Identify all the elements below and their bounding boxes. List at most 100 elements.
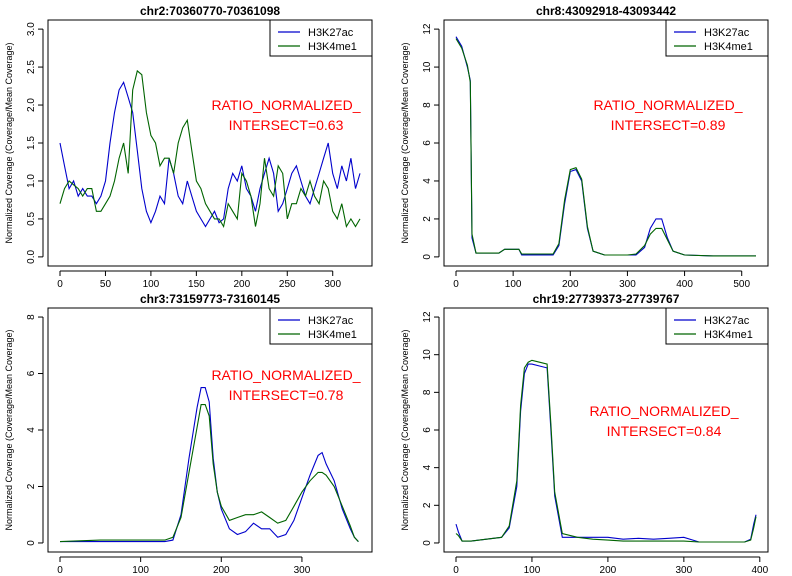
y-axis-label: Normalized Coverage (Coverage/Mean Cover…	[4, 329, 14, 530]
y-axis-label: Normalized Coverage (Coverage/Mean Cover…	[4, 42, 14, 243]
x-axis: 0 100 200 300 400 500	[453, 270, 750, 290]
x-tick-label: 100	[505, 279, 522, 290]
legend-label: H3K27ac	[704, 27, 750, 39]
chart-title: chr8:43092918-43093442	[536, 4, 676, 18]
y-tick-label: 3.0	[26, 22, 37, 36]
y-tick-label: 1.5	[26, 136, 37, 150]
ratio-annotation: INTERSECT=0.89	[611, 117, 726, 133]
y-tick-label: 8	[422, 389, 433, 395]
legend-box	[665, 19, 769, 57]
legend-label: H3K27ac	[308, 27, 354, 39]
y-tick-label: 2	[422, 502, 433, 508]
x-tick-label: 300	[676, 565, 693, 576]
chart-title: chr19:27739373-27739767	[533, 292, 680, 306]
legend-label: H3K4me1	[308, 329, 357, 341]
legend-box	[665, 307, 769, 345]
legend-label: H3K27ac	[308, 315, 354, 327]
y-axis-label: Normalized Coverage (Coverage/Mean Cover…	[400, 42, 410, 243]
y-tick-label: 8	[422, 102, 433, 108]
x-tick-label: 0	[57, 565, 63, 576]
x-tick-label: 400	[676, 279, 693, 290]
ratio-annotation: RATIO_NORMALIZED_	[211, 97, 360, 113]
x-tick-label: 300	[294, 565, 311, 576]
series-line-h3k27ac	[59, 80, 361, 228]
y-tick-label: 0	[422, 254, 433, 260]
plot-frame	[443, 19, 769, 267]
y-tick-label: 0	[422, 540, 433, 546]
y-tick-label: 6	[422, 140, 433, 146]
ratio-annotation: INTERSECT=0.84	[607, 423, 722, 439]
series-line-h3k27ac	[455, 363, 757, 543]
x-tick-label: 200	[233, 279, 250, 290]
chart-panel-4: chr19:27739373-27739767 Normalized Covera…	[400, 292, 769, 576]
y-axis: 0.0 0.5 1.0 1.5 2.0 2.5 3.0	[26, 22, 44, 264]
chart-title: chr3:73159773-73160145	[140, 292, 280, 306]
series-line-h3k4me1	[455, 38, 756, 257]
y-tick-label: 0.5	[26, 212, 37, 226]
x-tick-label: 0	[453, 565, 459, 576]
y-tick-label: 6	[422, 427, 433, 433]
plot-frame	[47, 19, 373, 267]
series-line-h3k27ac	[60, 387, 359, 543]
x-tick-label: 200	[213, 565, 230, 576]
legend: H3K27ac H3K4me1	[269, 19, 373, 57]
y-tick-label: 4	[422, 464, 433, 470]
legend-box	[269, 19, 373, 57]
chart-panel-2: chr8:43092918-43093442 Normalized Coverag…	[400, 4, 769, 290]
x-axis: 0 100 200 300 400	[453, 556, 769, 576]
chart-title: chr2:70360770-70361098	[140, 4, 280, 18]
x-tick-label: 0	[57, 279, 63, 290]
y-tick-label: 0	[26, 540, 37, 546]
y-tick-label: 8	[26, 314, 37, 320]
y-axis-label: Normalized Coverage (Coverage/Mean Cover…	[400, 329, 410, 530]
legend: H3K27ac H3K4me1	[269, 307, 373, 345]
ratio-annotation: INTERSECT=0.78	[229, 387, 344, 403]
y-tick-label: 0.0	[26, 250, 37, 264]
y-tick-label: 6	[26, 370, 37, 376]
y-tick-label: 2	[422, 216, 433, 222]
y-axis: 0 2 4 6 8 10 12	[422, 311, 440, 546]
legend: H3K27ac H3K4me1	[665, 19, 769, 57]
x-tick-label: 200	[600, 565, 617, 576]
x-tick-label: 100	[143, 279, 160, 290]
x-axis: 0 100 200 300	[57, 556, 311, 576]
series-line-h3k27ac	[455, 36, 756, 257]
legend-label: H3K4me1	[704, 329, 753, 341]
y-tick-label: 4	[26, 427, 37, 433]
y-tick-label: 1.0	[26, 174, 37, 188]
plot-frame	[47, 307, 373, 553]
x-tick-label: 300	[619, 279, 636, 290]
legend-label: H3K4me1	[704, 41, 753, 53]
y-tick-label: 4	[422, 178, 433, 184]
series-line-h3k4me1	[59, 404, 359, 543]
y-tick-label: 10	[422, 61, 433, 73]
legend: H3K27ac H3K4me1	[665, 307, 769, 345]
y-tick-label: 10	[422, 349, 433, 361]
legend-box	[269, 307, 373, 345]
chart-panel-3: chr3:73159773-73160145 Normalized Coverag…	[4, 292, 373, 576]
x-tick-label: 300	[324, 279, 341, 290]
x-tick-label: 100	[132, 565, 149, 576]
series-line-h3k4me1	[59, 69, 361, 229]
y-tick-label: 12	[422, 311, 433, 323]
y-axis: 0 2 4 6 8 10 12	[422, 23, 440, 260]
ratio-annotation: RATIO_NORMALIZED_	[589, 403, 738, 419]
x-tick-label: 0	[453, 279, 459, 290]
series-line-h3k4me1	[455, 359, 757, 543]
x-tick-label: 200	[562, 279, 579, 290]
x-tick-label: 50	[100, 279, 112, 290]
y-tick-label: 12	[422, 23, 433, 35]
plot-frame	[443, 307, 769, 553]
x-tick-label: 500	[733, 279, 750, 290]
x-tick-label: 150	[188, 279, 205, 290]
y-tick-label: 2.0	[26, 98, 37, 112]
x-tick-label: 400	[751, 565, 768, 576]
chart-panel-1: chr2:70360770-70361098 Normalized Coverag…	[4, 4, 373, 290]
y-tick-label: 2.5	[26, 60, 37, 74]
ratio-annotation: RATIO_NORMALIZED_	[593, 97, 742, 113]
legend-label: H3K4me1	[308, 41, 357, 53]
x-tick-label: 100	[524, 565, 541, 576]
x-axis: 0 50 100 150 200 250 300	[57, 270, 342, 290]
ratio-annotation: INTERSECT=0.63	[229, 117, 344, 133]
